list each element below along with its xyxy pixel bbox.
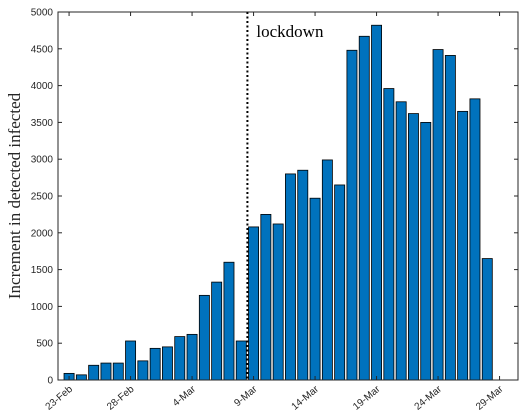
x-tick-label: 9-Mar	[232, 383, 260, 409]
y-tick-label: 500	[36, 339, 53, 350]
bar	[297, 169, 309, 381]
bar	[383, 88, 395, 381]
bar	[162, 346, 173, 381]
bar	[469, 98, 481, 381]
y-tick-label: 2500	[31, 192, 54, 203]
bar	[309, 197, 321, 381]
bar	[285, 173, 296, 381]
bar	[235, 340, 247, 381]
bar	[149, 347, 161, 381]
y-tick-label: 4500	[31, 44, 54, 55]
bar	[100, 362, 112, 381]
y-tick-label: 4000	[31, 81, 54, 92]
bar	[408, 113, 419, 381]
x-tick-label: 19-Mar	[351, 383, 383, 412]
bar	[88, 364, 100, 381]
y-tick-label: 5000	[31, 8, 54, 19]
bar	[137, 360, 149, 381]
lockdown-annotation: lockdown	[246, 12, 324, 380]
bar	[346, 49, 358, 381]
bar	[223, 261, 235, 381]
bars-group	[63, 24, 493, 381]
bar	[481, 258, 493, 381]
bar	[334, 184, 346, 381]
x-tick-label: 28-Feb	[105, 384, 137, 413]
bar	[432, 49, 444, 381]
bar	[260, 213, 272, 381]
bar	[444, 55, 456, 381]
bar	[75, 374, 87, 381]
bar	[198, 294, 210, 381]
x-tick-label: 29-Mar	[474, 383, 506, 412]
bar	[211, 281, 223, 381]
bar	[395, 101, 407, 381]
y-tick-label: 1000	[31, 302, 54, 313]
bar	[174, 336, 186, 381]
x-tick-label: 4-Mar	[171, 383, 199, 409]
y-axis-ticks: 0 500 1000 1500 2000 2500 3000 3500 4000 4500 5000	[31, 8, 518, 387]
bar	[112, 362, 124, 381]
bar	[272, 223, 284, 381]
x-tick-label: 14-Mar	[290, 383, 322, 412]
x-tick-label: 24-Mar	[413, 383, 445, 412]
bar	[125, 340, 137, 381]
bar	[457, 110, 469, 381]
bar	[420, 122, 432, 381]
lockdown-label: lockdown	[256, 22, 324, 41]
bar	[371, 24, 383, 381]
y-tick-label: 1500	[31, 265, 54, 276]
y-tick-label: 3000	[31, 155, 54, 166]
x-tick-label: 23-Feb	[44, 384, 76, 413]
y-axis-title: Increment in detected infected	[5, 92, 24, 299]
bar	[358, 35, 370, 381]
y-tick-label: 3500	[31, 118, 54, 129]
bar	[248, 226, 260, 381]
bar	[321, 159, 333, 381]
y-tick-label: 2000	[31, 228, 54, 239]
y-tick-label: 0	[47, 376, 53, 387]
bar	[186, 333, 198, 381]
